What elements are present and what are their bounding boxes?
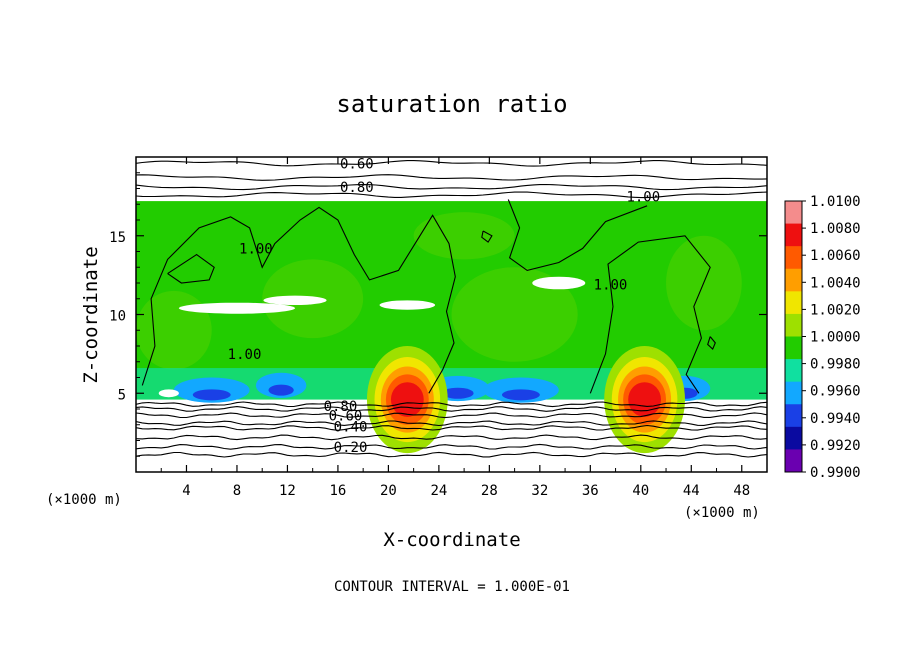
contour-label: 0.80 bbox=[340, 180, 374, 196]
colorbar-swatch bbox=[785, 291, 802, 315]
plot-area bbox=[136, 160, 767, 458]
moist-patch bbox=[136, 290, 212, 370]
colorbar-swatch bbox=[785, 404, 802, 428]
contour-label: 0.40 bbox=[334, 419, 368, 435]
contour-line bbox=[136, 406, 767, 412]
colorbar-tick-label: 1.0020 bbox=[810, 302, 861, 318]
x-axis-label: X-coordinate bbox=[383, 529, 520, 551]
x-axis-ticks: 4 8 12 16 20 24 28 32 36 40 44 48 bbox=[160, 157, 750, 499]
colorbar-swatch bbox=[785, 336, 802, 360]
contour-label: 1.00 bbox=[239, 241, 273, 257]
contour-line bbox=[136, 174, 767, 181]
colorbar-swatch bbox=[785, 449, 802, 473]
x-tick-label: 20 bbox=[380, 483, 397, 499]
contour-line bbox=[136, 451, 767, 458]
supersaturation-maximum bbox=[628, 382, 661, 417]
colorbar-tick-label: 1.0000 bbox=[810, 330, 861, 346]
colorbar-tick-label: 0.9980 bbox=[810, 357, 861, 373]
colorbar-tick-label: 0.9920 bbox=[810, 438, 861, 454]
contour-label: 0.20 bbox=[334, 440, 368, 456]
moist-patch bbox=[413, 212, 515, 260]
contour-line bbox=[136, 191, 767, 199]
very-dry-spot bbox=[501, 389, 540, 401]
contour-line bbox=[481, 230, 493, 243]
contour-line bbox=[136, 424, 767, 431]
masked-region bbox=[263, 295, 327, 306]
colorbar-swatch bbox=[785, 381, 802, 405]
x-tick-label: 44 bbox=[683, 483, 700, 499]
colorbar-tick-label: 1.0060 bbox=[810, 248, 861, 264]
masked-region bbox=[379, 300, 436, 310]
contour-label: 0.60 bbox=[329, 408, 363, 424]
contour-line bbox=[136, 443, 767, 450]
colorbar-swatch bbox=[785, 313, 802, 337]
colorbar-swatch bbox=[785, 201, 802, 225]
chart-title: saturation ratio bbox=[336, 90, 567, 118]
x-tick-label: 48 bbox=[733, 483, 750, 499]
colorbar-tick-label: 1.0080 bbox=[810, 221, 861, 237]
colorbar: 1.0100 1.0080 1.0060 1.0040 1.0020 1.0000 0.99… bbox=[784, 194, 861, 481]
contour-line bbox=[136, 420, 767, 427]
colorbar-tick-label: 1.0040 bbox=[810, 275, 861, 291]
contour-label: 1.00 bbox=[594, 278, 628, 294]
y-tick-label: 5 bbox=[118, 387, 126, 403]
contour-line bbox=[167, 253, 215, 284]
y-tick-label: 10 bbox=[109, 309, 126, 325]
colorbar-swatch bbox=[785, 223, 802, 247]
x-tick-label: 40 bbox=[632, 483, 649, 499]
x-unit-label-left: (×1000 m) bbox=[46, 492, 122, 508]
masked-region bbox=[158, 389, 179, 398]
contour-line bbox=[707, 336, 716, 351]
x-tick-label: 36 bbox=[582, 483, 599, 499]
contour-line bbox=[507, 199, 648, 271]
colorbar-swatch bbox=[785, 268, 802, 292]
contour-line bbox=[136, 401, 767, 408]
colorbar-tick-label: 0.9960 bbox=[810, 384, 861, 400]
colorbar-tick-label: 0.9900 bbox=[810, 465, 861, 481]
contour-label: 1.00 bbox=[626, 189, 660, 205]
x-unit-label-right: (×1000 m) bbox=[684, 505, 760, 521]
supersaturation-maximum bbox=[390, 382, 424, 417]
contour-line bbox=[136, 434, 767, 441]
very-dry-spot bbox=[442, 387, 474, 399]
colorbar-swatch bbox=[785, 426, 802, 450]
contour-line bbox=[136, 412, 767, 419]
masked-region bbox=[178, 302, 296, 314]
y-tick-label: 15 bbox=[109, 230, 126, 246]
contour-label: 0.80 bbox=[324, 399, 358, 415]
contour-line bbox=[136, 183, 767, 191]
saturation-field bbox=[136, 201, 767, 454]
x-tick-label: 4 bbox=[182, 483, 190, 499]
y-axis-ticks: 5 10 15 bbox=[109, 172, 767, 457]
colorbar-swatch bbox=[785, 359, 802, 383]
contour-label: 1.00 bbox=[228, 347, 262, 363]
colorbar-tick-label: 0.9940 bbox=[810, 411, 861, 427]
x-tick-label: 24 bbox=[430, 483, 447, 499]
moist-patch bbox=[451, 267, 578, 362]
contour-line bbox=[136, 160, 767, 167]
colorbar-tick-label: 1.0100 bbox=[810, 194, 861, 210]
x-tick-label: 12 bbox=[279, 483, 296, 499]
contour-line bbox=[589, 235, 711, 394]
very-dry-spot bbox=[268, 384, 294, 396]
colorbar-swatch bbox=[785, 246, 802, 270]
contour-line bbox=[141, 206, 456, 394]
contour-label: 0.60 bbox=[340, 156, 374, 172]
contour-interval-note: CONTOUR INTERVAL = 1.000E-01 bbox=[334, 579, 570, 595]
contour-labels: 0.600.801.001.001.001.000.800.600.400.20 bbox=[228, 156, 661, 456]
masked-region bbox=[532, 276, 586, 290]
contour-lines bbox=[136, 160, 767, 458]
very-dry-spot bbox=[192, 389, 231, 401]
x-tick-label: 8 bbox=[233, 483, 241, 499]
y-axis-label: Z-coordinate bbox=[80, 246, 102, 383]
x-tick-label: 32 bbox=[531, 483, 548, 499]
x-tick-label: 28 bbox=[481, 483, 498, 499]
x-tick-label: 16 bbox=[329, 483, 346, 499]
